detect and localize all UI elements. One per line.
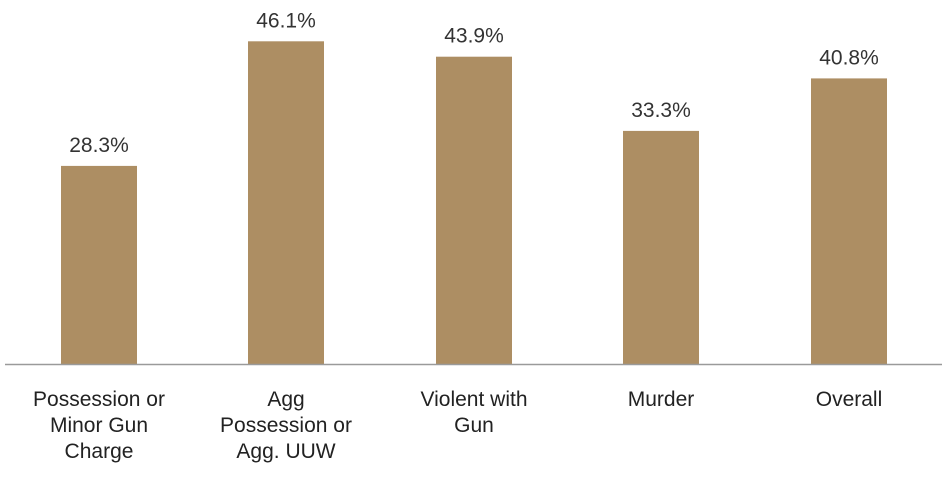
data-label-3: 33.3% — [631, 99, 691, 122]
data-label-0: 28.3% — [69, 134, 129, 157]
data-label-1: 46.1% — [256, 9, 316, 32]
category-label-0: Possession or Minor Gun Charge — [33, 388, 165, 463]
data-labels-group: 28.3% 46.1% 43.9% 33.3% 40.8% — [69, 9, 879, 157]
category-label-2: Violent with Gun — [420, 388, 527, 437]
bar-2 — [436, 56, 512, 364]
category-label-3: Murder — [628, 388, 695, 411]
bar-1 — [248, 41, 324, 365]
bars-group — [61, 41, 887, 365]
category-label-1: Agg Possession or Agg. UUW — [220, 388, 352, 463]
bar-3 — [623, 130, 699, 364]
data-label-4: 40.8% — [819, 46, 879, 69]
bar-0 — [61, 165, 137, 364]
category-labels-group: Possession or Minor Gun Charge Agg Possessio… — [33, 388, 882, 463]
category-label-4: Overall — [816, 388, 883, 411]
bar-4 — [811, 78, 887, 365]
data-label-2: 43.9% — [444, 25, 504, 48]
